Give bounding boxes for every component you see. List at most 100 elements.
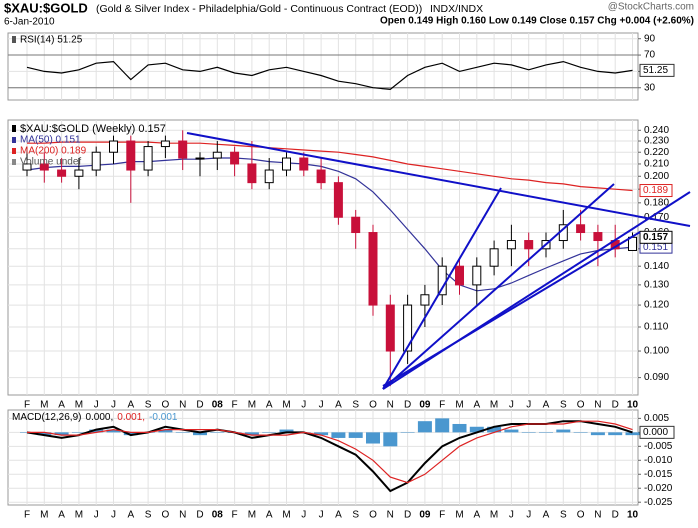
x-tick-label: A [543,400,550,411]
candle-body [126,140,136,171]
candle-body [299,157,309,171]
x-tick-label: M [455,510,463,521]
x-tick-label: A [335,400,342,411]
y-tick-label: 0.220 [644,147,669,158]
candle-body [351,216,361,234]
x-tick-label: O [162,510,170,521]
y-tick-label: 0.240 [644,125,669,136]
histogram-bar [89,429,104,433]
trendlines [186,132,691,390]
legend-icon [12,36,16,43]
x-tick-label: O [577,510,585,521]
y-tick-label: -0.005 [644,441,673,452]
chart-title: $XAU:$GOLD [4,0,88,15]
candle-body [264,169,274,184]
series-line [26,60,633,91]
x-tick-label: J [94,510,99,521]
x-tick-label: J [526,510,531,521]
legend-value: -0.001 [149,412,178,423]
x-tick-label: M [455,400,463,411]
x-tick-label: J [319,510,324,521]
x-tick-label: 10 [627,510,639,521]
x-tick-label: J [509,400,514,411]
legend-icon [12,137,16,143]
candle-body [57,169,67,177]
candle-body [472,265,482,286]
candle-body [524,240,534,250]
y-tick-label: 70 [644,50,656,61]
x-tick-label: D [612,510,619,521]
panel-frame [7,119,639,396]
legend: MACD(12,26,9) 0.000, 0.001, -0.001 [12,412,178,423]
legend-icon [12,159,16,165]
x-tick-label: J [111,510,116,521]
histogram-bar [469,426,484,433]
x-tick-label: M [282,400,290,411]
candle-body [74,169,84,177]
histogram-bar [573,432,588,433]
histogram-bar [54,432,69,436]
x-tick-label: M [75,510,83,521]
x-tick-label: M [40,510,48,521]
y-tick-label: 0.090 [644,372,669,383]
plot: 90705030RSI(14) 51.2551.250.0900.1000.11… [7,32,675,521]
x-tick-label: J [111,400,116,411]
legend: MA(200) 0.189 [20,146,87,157]
x-tick-label: M [40,400,48,411]
x-tick-label: A [266,400,273,411]
x-tick-label: A [58,400,65,411]
legend-value: 0.001, [117,412,145,423]
histogram-bar [383,432,398,447]
x-tick-label: J [301,510,306,521]
value-tag-label: 0.000 [643,427,668,438]
histogram-bar [366,432,380,444]
x-tick-label: A [58,510,65,521]
value-tag-label: 0.189 [643,185,668,196]
x-tick-label: A [473,510,480,521]
candle-body [160,140,170,148]
x-tick-label: N [594,510,601,521]
candle-body [178,140,188,159]
y-tick-label: 0.130 [644,280,669,291]
x-tick-label: A [473,400,480,411]
histogram-bar [244,432,259,436]
value-tag [639,63,675,77]
candle-body [368,232,378,306]
y-tick-label: -0.020 [644,483,673,494]
y-tick-label: 0.210 [644,159,669,170]
x-tick-label: A [127,400,134,411]
x-tick-label: M [248,400,256,411]
histogram-bar [487,426,502,433]
legend: MA(50) 0.151 [20,135,81,146]
histogram-bar [158,429,173,433]
histogram-bar [539,432,553,433]
chart-subtitle: (Gold & Silver Index - Philadelphia/Gold… [96,3,422,15]
legend-icon [12,148,16,154]
x-tick-label: S [560,400,567,411]
candle-body [91,151,101,171]
x-tick-label: S [560,510,567,521]
x-tick-label: O [577,400,585,411]
x-tick-label: J [526,400,531,411]
x-tick-label: S [145,510,152,521]
x-tick-label: 09 [419,400,431,411]
x-tick-label: J [319,400,324,411]
legend: $XAU:$GOLD (Weekly) 0.157 [20,123,166,135]
x-tick-label: A [335,510,342,521]
histogram-bar [417,421,432,433]
x-tick-label: O [369,400,377,411]
x-tick-label: D [612,400,619,411]
candle-body [282,157,291,171]
y-tick-label: 0.005 [644,413,669,424]
candle-body [385,304,395,352]
value-tag [639,230,673,244]
candle-body [506,240,516,250]
candle-body [143,146,153,171]
y-tick-label: 0.180 [644,197,669,208]
candle-body [230,151,240,165]
x-tick-label: F [439,400,445,411]
candle-body [489,248,499,267]
x-tick-label: D [404,510,411,521]
